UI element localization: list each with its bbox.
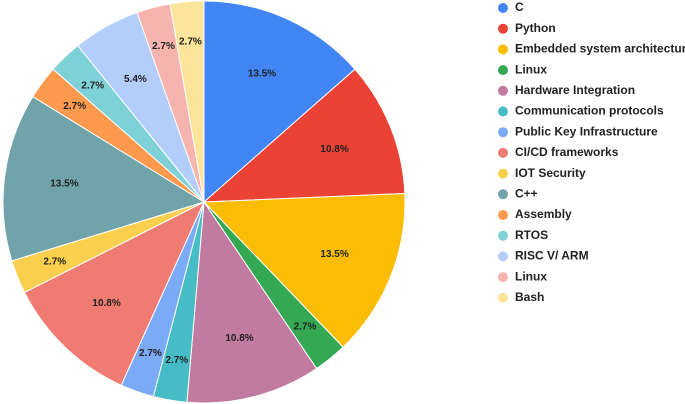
slice-value-label-3: 2.7% — [294, 322, 317, 333]
pie-slice-2 — [202, 192, 406, 348]
legend-swatch-13 — [498, 272, 508, 283]
pie-slice-labels: 13.5%10.8%13.5%2.7%10.8%2.7%2.7%10.8%2.7… — [43, 36, 348, 366]
slice-value-label-0: 13.5% — [248, 68, 276, 79]
slice-value-label-14: 2.7% — [179, 36, 202, 47]
pie-slice-9 — [2, 95, 206, 262]
legend-swatch-7 — [498, 147, 508, 158]
legend-label-14: Bash — [515, 290, 544, 304]
slice-value-label-13: 2.7% — [152, 41, 175, 52]
legend-label-4: Hardware Integration — [515, 83, 635, 97]
legend-swatch-12 — [498, 251, 508, 262]
legend-label-12: RISC V/ ARM — [515, 249, 589, 263]
pie-slice-14 — [169, 0, 205, 203]
legend-label-10: Assembly — [515, 207, 572, 221]
pie-slice-0 — [203, 0, 356, 204]
legend: C Python Embedded system architecture Linux… — [498, 0, 685, 304]
slice-value-label-7: 10.8% — [92, 298, 120, 309]
pie-slice-4 — [186, 200, 318, 404]
slice-value-label-8: 2.7% — [43, 257, 66, 268]
legend-label-5: Communication protocols — [515, 104, 664, 118]
legend-swatch-0 — [498, 3, 508, 13]
pie-slices — [2, 0, 406, 404]
slice-value-label-1: 10.8% — [320, 144, 348, 155]
legend-swatch-11 — [498, 230, 508, 241]
legend-label-7: CI/CD frameworks — [515, 145, 619, 159]
slice-value-label-6: 2.7% — [139, 348, 162, 359]
legend-swatch-10 — [498, 210, 508, 220]
slice-value-label-2: 13.5% — [320, 249, 348, 260]
legend-swatch-5 — [498, 106, 508, 117]
legend-label-9: C++ — [515, 186, 538, 200]
legend-swatch-8 — [498, 168, 508, 179]
legend-swatch-6 — [498, 127, 508, 138]
legend-swatch-2 — [498, 44, 508, 55]
slice-value-label-11: 2.7% — [81, 81, 104, 92]
legend-label-8: IOT Security — [515, 166, 586, 180]
slice-value-label-5: 2.7% — [165, 355, 188, 366]
pie-slice-7 — [23, 200, 206, 386]
legend-label-1: Python — [515, 21, 556, 35]
legend-label-6: Public Key Infrastructure — [515, 124, 658, 138]
legend-label-13: Linux — [515, 269, 547, 283]
legend-label-11: RTOS — [515, 228, 548, 242]
slice-value-label-12: 5.4% — [124, 74, 147, 85]
legend-swatch-3 — [498, 65, 508, 76]
pie-slice-1 — [202, 68, 406, 203]
legend-swatch-4 — [498, 85, 508, 96]
legend-label-2: Embedded system architecture — [515, 42, 685, 56]
legend-swatch-1 — [498, 23, 508, 34]
legend-swatch-9 — [498, 189, 508, 200]
legend-label-0: C — [515, 0, 524, 14]
slice-value-label-10: 2.7% — [63, 101, 86, 112]
slice-value-label-4: 10.8% — [225, 333, 253, 344]
slice-value-label-9: 13.5% — [50, 179, 78, 190]
legend-label-3: Linux — [515, 62, 547, 76]
legend-swatch-14 — [498, 292, 508, 303]
